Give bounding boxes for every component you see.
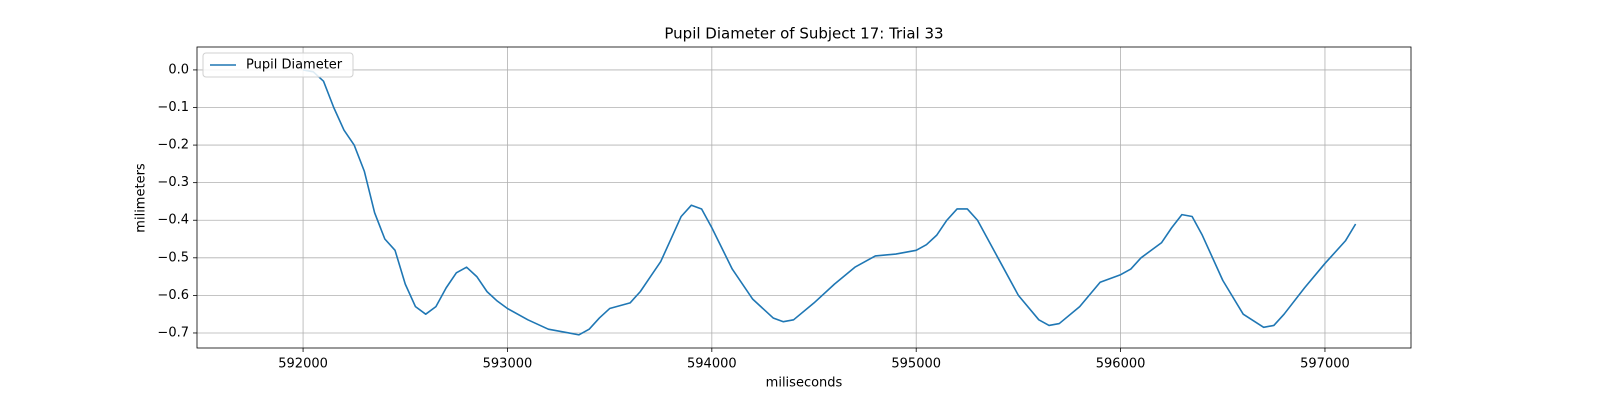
y-tick-label: −0.4	[157, 213, 189, 228]
y-tick-label: −0.2	[157, 138, 189, 153]
x-axis-label: miliseconds	[766, 376, 843, 391]
x-tick-label: 595000	[891, 357, 941, 372]
x-tick-label: 593000	[483, 357, 533, 372]
x-tick-label: 592000	[278, 357, 328, 372]
y-axis-label: milimeters	[134, 163, 149, 233]
legend-box	[202, 52, 354, 78]
y-tick-label: 0.0	[168, 62, 189, 77]
legend-label: Pupil Diameter	[246, 58, 343, 73]
y-tick-label: −0.6	[157, 288, 189, 303]
y-tick-label: −0.5	[157, 250, 189, 265]
x-tick-label: 594000	[687, 357, 737, 372]
y-tick-label: −0.1	[157, 100, 189, 115]
y-tick-label: −0.7	[157, 325, 189, 340]
data-line	[302, 69, 1357, 336]
y-tick-label: −0.3	[157, 175, 189, 190]
x-tick-label: 597000	[1300, 357, 1350, 372]
plot-frame	[196, 46, 1412, 349]
x-tick-label: 596000	[1096, 357, 1146, 372]
chart-title: Pupil Diameter of Subject 17: Trial 33	[664, 25, 943, 43]
